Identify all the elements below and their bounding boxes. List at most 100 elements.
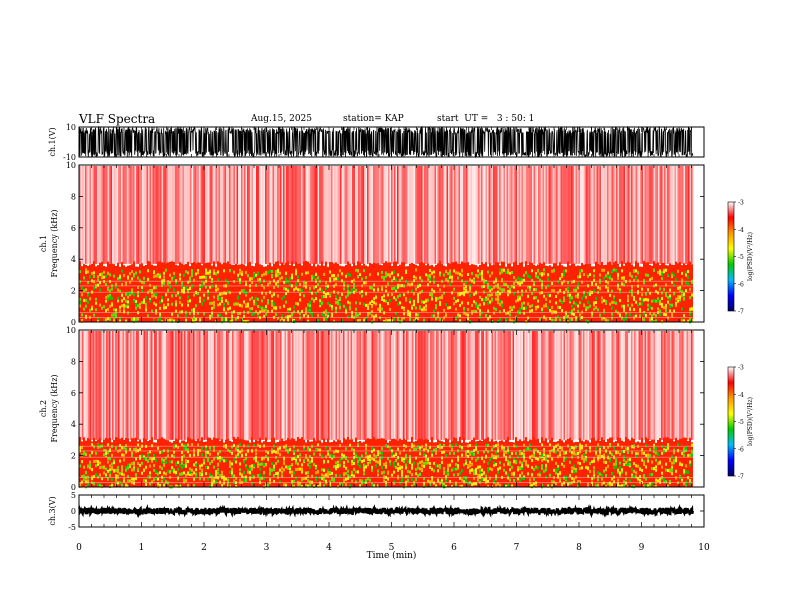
ch1-spectrogram-cell <box>377 307 379 311</box>
ch2-spectrogram-cell <box>297 462 299 466</box>
ch1-spectrogram-cell <box>93 275 95 278</box>
ch2-spectrogram-cell <box>139 331 141 440</box>
ch1-spectrogram-cell <box>299 282 301 286</box>
ch1-spectrogram-cell <box>91 271 93 275</box>
ch1-spectrogram-cell <box>547 277 549 281</box>
ch2-spectrogram-cell <box>323 468 325 472</box>
ch2-spectrogram-cell <box>225 459 227 463</box>
ch1-spectrogram-cell <box>451 291 453 295</box>
ch1-spectrogram-cell <box>635 276 637 280</box>
ch2-spectrogram-cell <box>397 447 399 451</box>
ch1-spectrogram-cell <box>653 299 655 303</box>
ch1-spectrogram-cell <box>507 268 509 272</box>
ch2-spectrogram-cell <box>281 474 283 478</box>
ch1-spectrogram-cell <box>289 307 291 311</box>
ch2-spectrogram-cell <box>341 442 343 487</box>
ch1-spectrogram-cell <box>187 303 189 307</box>
ch1-spectrogram-cell <box>542 166 545 264</box>
ch1-spectrogram-cell <box>197 292 199 295</box>
ch2-spectrogram-cell <box>557 440 559 487</box>
ch2-spectrogram-cell <box>145 479 147 483</box>
ch1-spectrogram-cell <box>431 314 433 318</box>
ch2-spectrogram-cell <box>509 461 511 465</box>
ch2-spectrogram-cell <box>523 458 525 462</box>
ch2-spectrogram-cell <box>580 331 582 440</box>
ch1-spectrogram-cell <box>449 263 451 322</box>
ch1-spectrogram-cell <box>339 303 341 306</box>
ch1-spectrogram-cell <box>169 280 171 284</box>
ch1-spectrogram-cell <box>289 283 291 287</box>
ch1-spectrogram-cell <box>511 266 513 322</box>
ch1-spectrogram-cell <box>511 166 513 264</box>
ch2-spectrogram-cell <box>187 471 189 475</box>
ch1-spectrogram-cell <box>511 284 513 288</box>
ch2-spectrogram-cell <box>557 455 559 459</box>
ch2-spectrogram-cell <box>91 477 93 481</box>
ch2-spectrogram-cell <box>327 452 329 456</box>
ch1-spectrogram-cell <box>165 263 167 322</box>
ch2-spectrogram-cell <box>235 331 237 440</box>
ch2-spectrogram-cell <box>233 436 235 487</box>
ch1-spectrogram-cell <box>367 303 369 307</box>
ch2-spectrogram-cell <box>297 437 299 487</box>
ch1-spectrogram-cell <box>387 302 389 306</box>
ch1-spectrogram-cell <box>373 288 375 292</box>
ch1-spectrogram-cell <box>281 314 283 318</box>
ch2-spectrogram-cell <box>441 483 443 487</box>
ch1-spectrogram-cell <box>335 277 337 281</box>
ch2-spectrogram-cell <box>545 466 547 470</box>
ch1-spectrogram-cell <box>245 271 247 275</box>
ch1-spectrogram-cell <box>433 270 435 274</box>
ch2-spectrogram-cell <box>361 331 363 440</box>
ch1-spectrogram-cell <box>575 302 577 306</box>
ch2-spectrogram-cell <box>604 331 606 440</box>
ch2-spectrogram-cell <box>497 331 500 440</box>
ch2-spectrogram-cell <box>209 331 212 440</box>
ch2-spectrogram-cell <box>529 331 531 440</box>
ch2-spectrogram-cell <box>135 447 137 451</box>
ch1-spectrogram-cell <box>605 302 607 305</box>
ch1-spectrogram-cell <box>455 261 457 322</box>
ch1-spectrogram-cell <box>215 288 217 292</box>
ch2-spectrogram-cell <box>659 331 662 440</box>
ch2-spectrogram-cell <box>239 462 241 466</box>
ch1-spectrogram-cell <box>291 273 293 277</box>
ch2-spectrogram-cell <box>568 331 570 440</box>
ch1-spectrogram-cell <box>581 280 583 284</box>
ch1-spectrogram-cell <box>151 288 153 292</box>
ch2-spectrogram-cell <box>307 471 309 475</box>
ch2-spectrogram-cell <box>485 443 487 447</box>
ch2-spectrogram-cell <box>473 482 475 486</box>
ch2-spectrogram-cell <box>159 451 161 454</box>
ch2-spectrogram-cell <box>97 445 99 449</box>
ch1-spectrogram-cell <box>587 166 590 264</box>
ch2-spectrogram-cell <box>193 483 195 487</box>
ch2-spectrogram-cell <box>89 466 91 470</box>
ch2-spectrogram-cell <box>545 331 548 440</box>
ch1-spectrogram-cell <box>501 288 503 292</box>
ch1-spectrogram-cell <box>499 287 501 291</box>
ch2-spectrogram-cell <box>145 482 147 486</box>
ch2-spectrogram-cell <box>571 470 573 474</box>
ch1-spectrogram-cell <box>377 288 379 292</box>
ch1-spectrogram-cell <box>631 293 633 297</box>
ch1-spectrogram-cell <box>532 166 534 264</box>
ch1-spectrogram-cell <box>291 313 293 317</box>
ch2-spectrogram-cell <box>497 467 499 471</box>
ch2-spectrogram-cell <box>452 331 455 440</box>
ch1-spectrogram-cell <box>539 272 541 276</box>
ch1-spectrogram-cell <box>463 282 465 286</box>
ch1-spectrogram-cell <box>475 166 477 264</box>
ch1-spectrogram-cell <box>98 166 101 264</box>
ch1-spectrogram-cell <box>373 283 375 287</box>
ch2-spectrogram-cell <box>235 481 237 485</box>
ch2-spectrogram-cell <box>544 331 546 440</box>
ch1-spectrogram-cell <box>665 268 667 272</box>
ch2-spectrogram-cell <box>425 454 427 458</box>
ch2-spectrogram-cell <box>243 444 245 448</box>
ch1-spectrogram-cell <box>266 166 269 264</box>
ch1-spectrogram-cell <box>199 296 201 300</box>
ch2-spectrogram-cell <box>341 483 343 487</box>
ch2-spectrogram-cell <box>521 461 523 465</box>
ch1-spectrogram-cell <box>499 271 501 275</box>
